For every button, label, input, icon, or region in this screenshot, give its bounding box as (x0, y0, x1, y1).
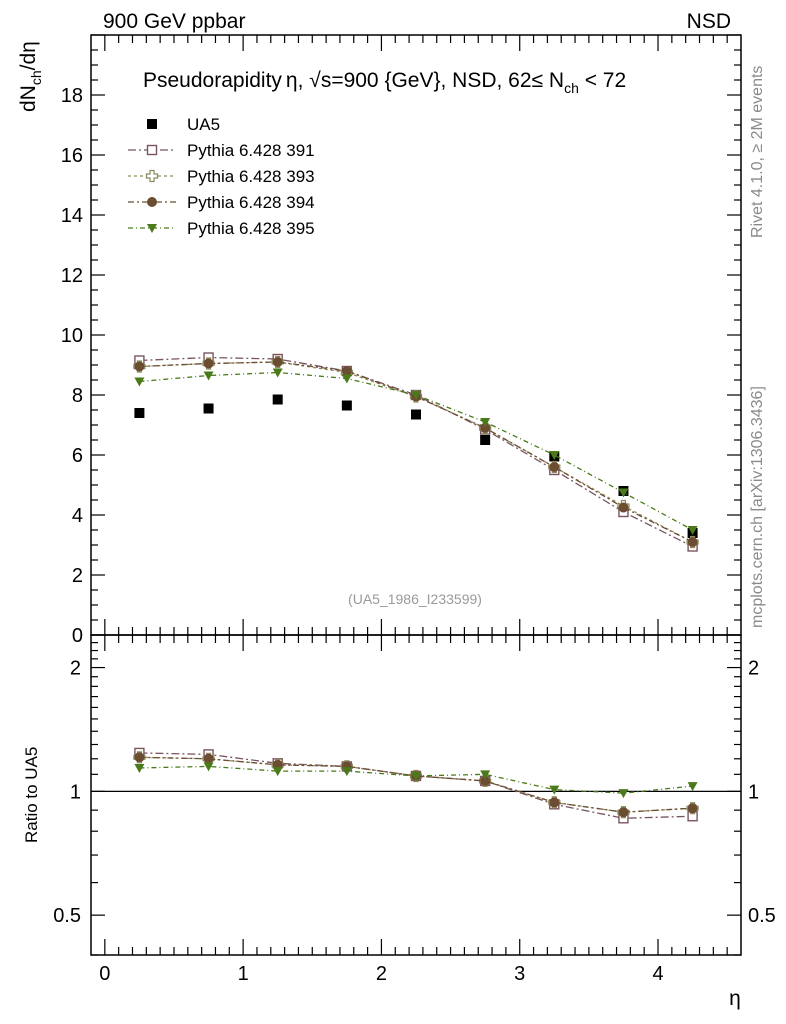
y-tick-label: 8 (72, 385, 83, 407)
ratio-point-pythia-6-428-395 (549, 785, 560, 795)
main-point-pythia-6-428-395 (411, 391, 421, 400)
y-tick-label: 16 (61, 145, 83, 167)
main-line-pythia-6-428-391 (139, 356, 693, 548)
main-point-pythia-6-428-394 (480, 423, 491, 433)
x-tick-label: 1 (238, 963, 249, 985)
ratio-point-pythia-6-428-395 (272, 767, 283, 777)
x-axis-label: η (729, 987, 741, 1010)
main-point-pythia-6-428-394 (549, 462, 560, 472)
ratio-point-pythia-6-428-395 (203, 762, 214, 772)
main-point-pythia-6-428-394 (618, 502, 629, 513)
legend-label-pythia-6-428-395: Pythia 6.428 395 (187, 219, 315, 238)
main-point-pythia-6-428-395 (272, 368, 283, 378)
header-right: NSD (687, 10, 731, 33)
ratio-plot-series (133, 747, 699, 824)
mcplots-label: mcplots.cern.ch [arXiv:1306.3436] (749, 386, 766, 628)
legend-label-pythia-6-428-393: Pythia 6.428 393 (187, 167, 315, 186)
ratio-line-pythia-6-428-393 (139, 756, 693, 813)
main-point-pythia-6-428-395 (341, 374, 352, 384)
legend-marker-pythia-6-428-391 (146, 144, 158, 156)
legend-label-pythia-6-428-394: Pythia 6.428 394 (187, 193, 315, 212)
ratio-y-tick-label: 1 (70, 781, 81, 803)
ratio-y-tick-label-right: 1 (748, 781, 759, 803)
main-plot-series (133, 352, 699, 552)
ratio-point-pythia-6-428-394 (618, 807, 629, 818)
main-point-ua5 (134, 408, 145, 418)
ratio-y-tick-label-right: 0.5 (748, 905, 776, 927)
ratio-y-tick-label: 0.5 (53, 905, 81, 927)
ratio-point-pythia-6-428-394 (134, 752, 145, 763)
main-point-pythia-6-428-395 (687, 526, 698, 535)
x-tick-label: 4 (652, 963, 663, 985)
main-point-ua5 (480, 435, 491, 445)
y-tick-label: 6 (72, 445, 83, 467)
ratio-point-pythia-6-428-394 (480, 775, 491, 786)
rivet-label: Rivet 4.1.0, ≥ 2M events (749, 66, 766, 238)
main-point-ua5 (341, 400, 352, 411)
main-point-ua5 (203, 403, 214, 414)
main-point-ua5 (272, 394, 283, 405)
main-line-pythia-6-428-393 (139, 361, 693, 543)
legend-marker-pythia-6-428-395 (147, 224, 157, 233)
ratio-point-pythia-6-428-395 (411, 771, 421, 781)
y-tick-label: 4 (72, 505, 83, 527)
y-tick-label: 10 (61, 325, 83, 347)
ratio-plot-frame (90, 634, 742, 956)
y-tick-label: 18 (61, 85, 83, 107)
main-point-pythia-6-428-394 (203, 358, 214, 369)
legend-label-ua5: UA5 (187, 115, 220, 134)
main-point-pythia-6-428-395 (618, 488, 629, 498)
main-axis-ticks: 0 2 4 6 8 10 12 14 16 18 (61, 34, 741, 647)
y-tick-label: 14 (61, 205, 83, 227)
main-point-pythia-6-428-395 (480, 418, 491, 427)
ratio-point-pythia-6-428-395 (134, 763, 145, 773)
main-point-pythia-6-428-394 (687, 537, 698, 547)
y-tick-label: 2 (72, 565, 83, 587)
ratio-axis-ticks: 0.5 0.5 1 1 2 2 0 1 2 3 4 (53, 635, 776, 985)
main-plot-title: Pseudorapidity η, √s=900 {GeV}, NSD, 62≤ … (143, 69, 626, 96)
main-point-pythia-6-428-395 (549, 451, 560, 460)
x-tick-label: 3 (514, 963, 525, 985)
ratio-point-pythia-6-428-395 (618, 789, 629, 799)
y-tick-label: 12 (61, 265, 83, 287)
main-point-ua5 (411, 409, 421, 420)
analysis-id-watermark: (UA5_1986_I233599) (348, 591, 482, 607)
legend-marker-ua5 (147, 119, 157, 129)
legend: UA5 Pythia 6.428 391 Pythia 6.428 393 Pythi… (128, 115, 315, 238)
legend-label-pythia-6-428-391: Pythia 6.428 391 (187, 141, 315, 160)
ratio-point-pythia-6-428-394 (203, 753, 214, 764)
main-point-pythia-6-428-395 (134, 377, 145, 387)
x-tick-label: 0 (99, 963, 110, 985)
ratio-line-pythia-6-428-394 (139, 756, 693, 813)
header-left: 900 GeV ppbar (103, 10, 245, 33)
legend-marker-pythia-6-428-393 (145, 169, 159, 183)
ratio-point-pythia-6-428-394 (687, 803, 698, 814)
main-line-pythia-6-428-394 (139, 361, 693, 543)
main-y-axis-label: dNch/dη (17, 41, 44, 112)
ratio-line-pythia-6-428-391 (139, 752, 693, 819)
ratio-point-pythia-6-428-394 (549, 797, 560, 808)
ratio-point-pythia-6-428-395 (687, 782, 698, 792)
main-point-pythia-6-428-395 (203, 371, 214, 381)
main-point-pythia-6-428-394 (341, 366, 352, 376)
ratio-y-tick-label-right: 2 (748, 658, 759, 680)
ratio-y-tick-label: 2 (70, 658, 81, 680)
legend-marker-pythia-6-428-394 (147, 197, 157, 207)
main-point-pythia-6-428-394 (134, 361, 145, 372)
main-point-pythia-6-428-394 (272, 357, 283, 367)
y-tick-label: 0 (72, 625, 83, 647)
ratio-y-axis-label: Ratio to UA5 (22, 747, 41, 843)
ratio-point-pythia-6-428-395 (341, 767, 352, 777)
ratio-point-pythia-6-428-395 (480, 770, 491, 780)
x-tick-label: 2 (376, 963, 387, 985)
